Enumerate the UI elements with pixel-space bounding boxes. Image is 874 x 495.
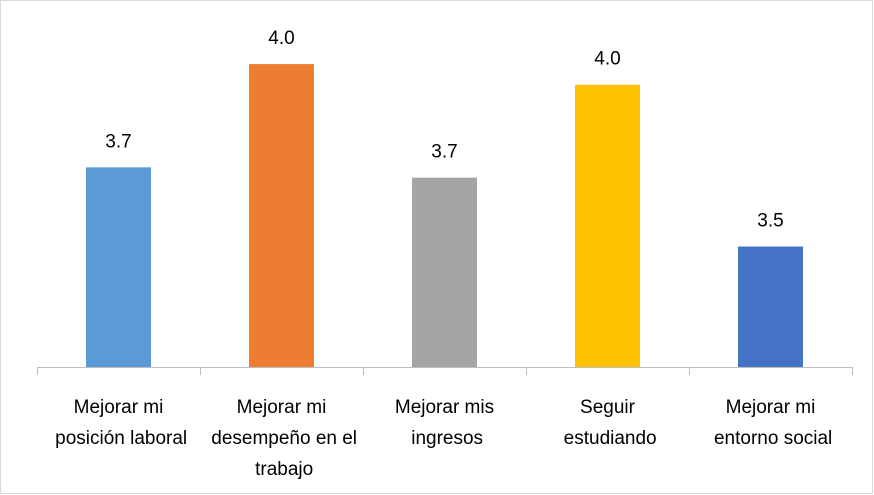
bar — [86, 167, 151, 367]
data-label: 3.7 — [431, 142, 457, 163]
data-label: 3.7 — [105, 131, 131, 152]
x-tick-label: Mejorar mis ingresos — [395, 397, 494, 449]
data-label: 4.0 — [594, 49, 620, 70]
data-label: 4.0 — [268, 28, 294, 49]
bar — [738, 246, 803, 367]
x-tick-label: Mejorar mi entorno social — [709, 397, 833, 449]
x-tick-label: Mejorar mi desempeño en el trabajo — [206, 397, 357, 480]
bar — [412, 177, 477, 367]
bar — [249, 64, 314, 368]
x-tick-label: Seguir estudiando — [558, 397, 656, 449]
x-tick-label: Mejorar mi posición laboral — [50, 397, 187, 449]
bar — [575, 84, 640, 367]
data-label: 3.5 — [757, 211, 783, 232]
